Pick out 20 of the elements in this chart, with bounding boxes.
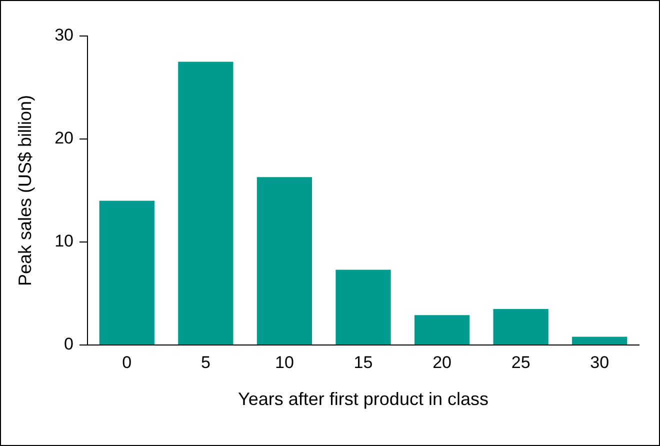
- y-tick-label: 30: [54, 26, 74, 45]
- bar: [99, 200, 154, 344]
- bar: [336, 270, 391, 344]
- x-tick-label: 25: [511, 352, 530, 372]
- bar: [414, 315, 470, 344]
- y-tick-label: 20: [54, 128, 74, 148]
- x-tick-label: 5: [200, 352, 210, 372]
- x-tick-label: 0: [122, 352, 132, 372]
- x-tick-label: 20: [432, 352, 452, 372]
- y-tick-label: 0: [64, 334, 74, 354]
- y-axis-title: Peak sales (US$ billion): [14, 94, 35, 286]
- bar: [572, 336, 628, 344]
- bar: [493, 308, 548, 344]
- x-tick-label: 15: [354, 352, 373, 372]
- x-tick-label: 10: [275, 352, 294, 372]
- bar: [256, 177, 312, 344]
- y-tick-label: 10: [54, 232, 74, 251]
- x-axis-title: Years after first product in class: [238, 389, 488, 410]
- bar: [178, 62, 234, 344]
- x-tick-label: 30: [590, 352, 610, 372]
